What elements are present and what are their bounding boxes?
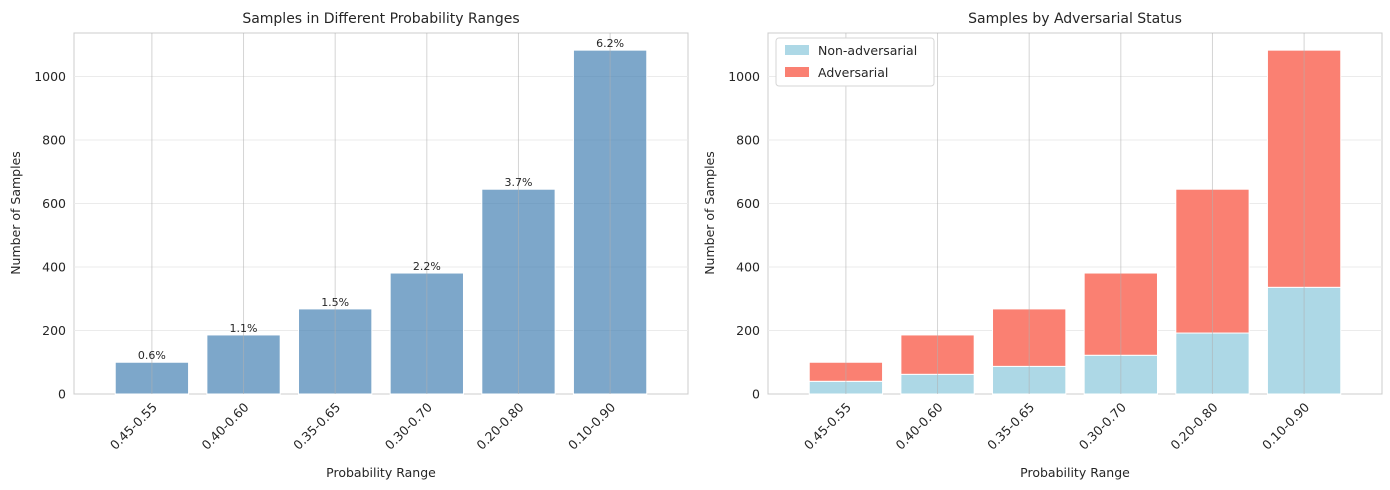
- y-tick-label: 0: [58, 387, 66, 402]
- x-tick-label: 0.45-0.55: [107, 400, 160, 453]
- x-tick-labels: 0.45-0.55 0.40-0.60 0.35-0.65 0.30-0.70 0.20…: [801, 399, 1312, 452]
- legend-label-adversarial: Adversarial: [818, 65, 888, 80]
- bars: [808, 49, 1342, 395]
- x-tick-label: 0.10-0.90: [565, 399, 618, 452]
- y-tick-label: 200: [736, 323, 760, 338]
- y-tick-label: 600: [736, 196, 760, 211]
- chart-title: Samples in Different Probability Ranges: [242, 11, 519, 27]
- y-tick-labels: 0 200 400 600 800 1000: [728, 69, 760, 402]
- y-tick-label: 1000: [34, 69, 66, 84]
- data-label: 1.5%: [321, 296, 349, 309]
- x-axis-label: Probability Range: [326, 465, 436, 480]
- legend-box: [775, 37, 935, 87]
- legend-swatch-adversarial: [785, 67, 809, 77]
- data-label: 2.2%: [413, 260, 441, 273]
- y-tick-labels: 0 200 400 600 800 1000: [34, 69, 66, 402]
- legend-swatch-non-adversarial: [785, 45, 809, 55]
- y-axis-label: Number of Samples: [8, 151, 23, 275]
- y-tick-label: 800: [736, 132, 760, 147]
- data-label: 3.7%: [504, 176, 532, 189]
- vertical-gridlines: [845, 33, 1305, 394]
- y-tick-label: 800: [42, 132, 66, 147]
- y-tick-label: 1000: [728, 69, 760, 84]
- x-tick-label: 0.45-0.55: [801, 400, 854, 453]
- chart-panel-probability-ranges: 0.6% 1.1% 1.5% 2.2% 3.7% 6.2% 0 200 400 600 800 10…: [8, 11, 689, 480]
- x-axis-label: Probability Range: [1020, 465, 1130, 480]
- x-tick-label: 0.40-0.60: [198, 399, 251, 452]
- x-tick-labels: 0.45-0.55 0.40-0.60 0.35-0.65 0.30-0.70 0.20…: [107, 399, 618, 452]
- x-tick-label: 0.20-0.80: [473, 399, 526, 452]
- vertical-gridlines: [151, 33, 611, 394]
- data-label: 1.1%: [230, 322, 258, 335]
- x-tick-label: 0.20-0.80: [1167, 399, 1220, 452]
- data-label: 6.2%: [596, 37, 624, 50]
- y-tick-label: 400: [42, 259, 66, 274]
- y-tick-label: 200: [42, 323, 66, 338]
- x-tick-label: 0.40-0.60: [892, 399, 945, 452]
- x-tick-label: 0.35-0.65: [984, 400, 1037, 453]
- legend: Non-adversarial Adversarial: [775, 37, 935, 87]
- x-tick-label: 0.35-0.65: [290, 400, 343, 453]
- x-tick-label: 0.10-0.90: [1259, 399, 1312, 452]
- x-tick-label: 0.30-0.70: [1076, 399, 1129, 452]
- y-tick-label: 400: [736, 259, 760, 274]
- legend-label-non-adversarial: Non-adversarial: [818, 43, 917, 58]
- data-labels: 0.6% 1.1% 1.5% 2.2% 3.7% 6.2%: [138, 37, 624, 362]
- data-label: 0.6%: [138, 349, 166, 362]
- y-tick-label: 600: [42, 196, 66, 211]
- chart-title: Samples by Adversarial Status: [968, 11, 1182, 27]
- chart-panel-adversarial-status: 0 200 400 600 800 1000 0.45-0.55 0.40-0.60 0.35…: [702, 11, 1383, 480]
- y-axis-label: Number of Samples: [702, 151, 717, 275]
- x-tick-label: 0.30-0.70: [382, 399, 435, 452]
- y-tick-label: 0: [752, 387, 760, 402]
